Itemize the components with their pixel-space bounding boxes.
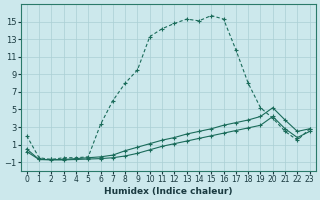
X-axis label: Humidex (Indice chaleur): Humidex (Indice chaleur) (104, 187, 232, 196)
